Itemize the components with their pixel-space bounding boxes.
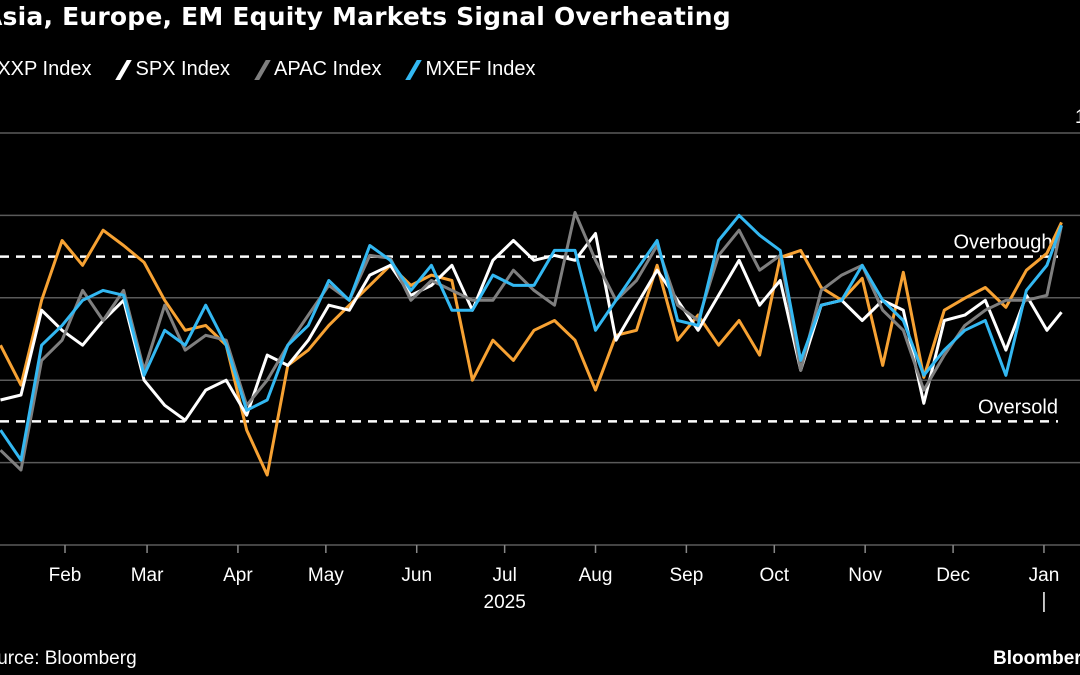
x-tick-label: Feb [49, 565, 82, 586]
legend-item-spx: SPX Index [115, 58, 230, 81]
series-line-sxxp [0, 221, 1063, 477]
series-line-apac [0, 211, 1063, 472]
x-tick-label: Sep [669, 565, 703, 586]
legend-label-mxef: MXEF Index [425, 58, 536, 80]
x-tick-label: Jan [1029, 565, 1060, 586]
x-tick-label: May [308, 565, 344, 586]
series-line-mxef [0, 213, 1063, 462]
x-tick-label: Dec [936, 565, 970, 586]
x-year-label: 2025 [484, 592, 526, 613]
reference-label-overbought: Overbought [953, 232, 1058, 254]
x-tick-label: Jul [493, 565, 517, 586]
legend-item-mxef: MXEF Index [405, 58, 536, 81]
reference-label-oversold: Oversold [978, 396, 1058, 418]
legend-label-spx: SPX Index [135, 58, 230, 80]
x-tick-label: Nov [848, 565, 882, 586]
legend-label-apac: APAC Index [274, 58, 382, 80]
x-tick-label: Oct [760, 565, 790, 586]
chart-title: Asia, Europe, EM Equity Markets Signal O… [0, 2, 731, 31]
source-note: Source: Bloomberg [0, 648, 137, 669]
x-tick-label: Aug [579, 565, 613, 586]
x-tick-label: Mar [131, 565, 164, 586]
y-tick-label: 100 [1075, 107, 1080, 128]
x-tick-label: Apr [223, 565, 253, 586]
legend-label-sxxp: SXXP Index [0, 58, 92, 80]
series-line-spx [0, 232, 1063, 422]
legend-item-sxxp: SXXP Index [0, 58, 91, 81]
legend: SXXP Index SPX Index APAC Index MXEF Ind… [0, 58, 536, 81]
legend-item-apac: APAC Index [254, 58, 382, 81]
bloomberg-logo: Bloomberg [993, 648, 1080, 669]
x-tick-label: Jun [401, 565, 432, 586]
